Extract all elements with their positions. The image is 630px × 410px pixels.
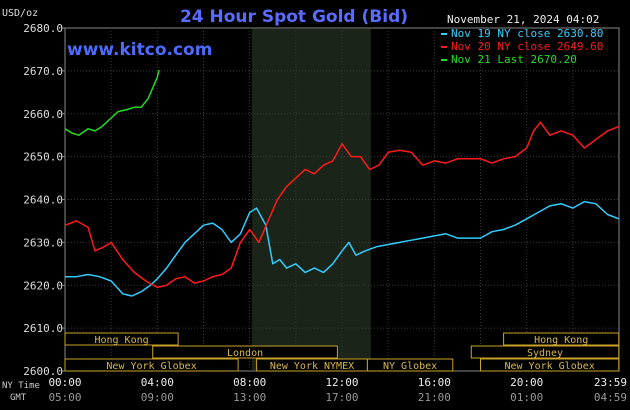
session-label: Hong Kong [534, 335, 588, 346]
x-tick-label-ny: 12:00 [325, 376, 358, 389]
x-tick-label-gmt: 05:00 [48, 391, 81, 404]
session-bar: Hong Kong [64, 332, 179, 346]
session-box [64, 332, 179, 346]
chart-title: 24 Hour Spot Gold (Bid) [180, 7, 408, 27]
legend-entry: Nov 21 Last 2670.20 [441, 53, 577, 66]
session-label: Sydney [527, 348, 563, 359]
trading-sessions: Hong Kong London New York Globex New York N… [64, 332, 620, 372]
x-tick-label-gmt: 21:00 [418, 391, 451, 404]
session-bar: NY Globex [366, 358, 454, 372]
session-label: NY Globex [383, 361, 437, 372]
session-box [503, 332, 620, 346]
unit-label: USD/oz [2, 8, 38, 19]
y-tick-label: 2600.0 [23, 365, 63, 378]
x-tick-label-ny: 04:00 [141, 376, 174, 389]
session-bar: Hong Kong [503, 332, 620, 346]
series-line-2 [64, 69, 160, 136]
session-label: New York Globex [106, 361, 196, 372]
y-tick-label: 2630.0 [23, 236, 63, 249]
y-tick-label: 2620.0 [23, 279, 63, 292]
gmt-row-label: GMT [10, 393, 27, 403]
y-tick-label: 2610.0 [23, 322, 63, 335]
session-label: London [227, 348, 263, 359]
series-line-1 [64, 121, 620, 289]
x-tick-label-gmt: 01:00 [510, 391, 543, 404]
legend-label: Nov 21 Last 2670.20 [451, 53, 577, 66]
legend-label: Nov 19 NY close 2630.80 [451, 27, 603, 40]
session-bar: London [152, 345, 338, 359]
session-bar: New York Globex [64, 358, 239, 372]
ny-time-row-label: NY Time [2, 381, 40, 391]
session-bar: Sydney [470, 345, 620, 359]
y-tick-label: 2650.0 [23, 151, 63, 164]
x-tick-label-ny: 08:00 [233, 376, 266, 389]
session-box [152, 345, 338, 359]
session-box [480, 358, 620, 372]
y-tick-label: 2670.0 [23, 65, 63, 78]
x-tick-label-ny: 16:00 [418, 376, 451, 389]
legend-entry: Nov 20 NY close 2649.60 [441, 40, 603, 53]
series-lines [64, 69, 620, 297]
x-tick-label-gmt: 04:59 [594, 391, 627, 404]
session-bar: New York Globex [480, 358, 620, 372]
session-label: New York NYMEX [270, 361, 354, 372]
timestamp: November 21, 2024 04:02 [447, 13, 599, 26]
series-line-0 [65, 200, 620, 297]
watermark: www.kitco.com [67, 40, 212, 60]
x-tick-label-ny: 20:00 [510, 376, 543, 389]
session-bar: New York NYMEX [256, 358, 368, 372]
session-box [470, 345, 620, 359]
x-tick-label-gmt: 17:00 [325, 391, 358, 404]
x-tick-label-gmt: 13:00 [233, 391, 266, 404]
y-axis: 2680.0 2670.0 2660.0 2650.0 2640.0 2630.0 2620… [23, 22, 65, 378]
legend-label: Nov 20 NY close 2649.60 [451, 40, 603, 53]
session-label: New York Globex [504, 361, 594, 372]
grid [65, 28, 619, 371]
legend-entry: Nov 19 NY close 2630.80 [441, 27, 603, 40]
x-axis: 00:00 05:00 04:00 09:00 08:00 13:00 12:00 17:00… [2, 376, 627, 404]
x-tick-label-ny: 23:59 [594, 376, 627, 389]
y-tick-label: 2640.0 [23, 194, 63, 207]
session-box [366, 358, 454, 372]
y-tick-label: 2680.0 [23, 22, 63, 35]
session-box [64, 358, 239, 372]
session-label: Hong Kong [94, 335, 148, 346]
y-tick-label: 2660.0 [23, 108, 63, 121]
x-tick-label-ny: 00:00 [48, 376, 81, 389]
x-tick-label-gmt: 09:00 [141, 391, 174, 404]
